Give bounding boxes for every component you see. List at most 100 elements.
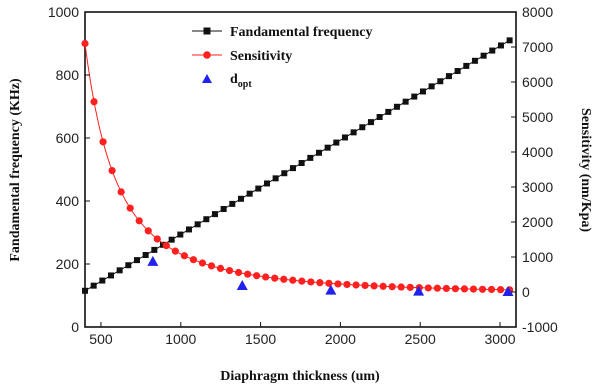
frequency-point	[445, 73, 452, 80]
sensitivity-point	[81, 39, 89, 48]
dopt-point	[325, 284, 337, 295]
frequency-point	[463, 62, 470, 69]
sensitivity-point	[126, 204, 134, 212]
frequency-point	[133, 257, 140, 264]
y-right-tick-label: -1000	[522, 319, 558, 335]
frequency-point	[82, 287, 88, 294]
frequency-point	[359, 124, 366, 131]
y-left-tick-label: 600	[56, 130, 80, 146]
frequency-point	[246, 190, 253, 197]
y-right-tick-label: 2000	[522, 214, 553, 230]
y-left-tick-label: 0	[71, 319, 79, 335]
dopt-point	[236, 280, 248, 291]
y-left-tick-label: 400	[56, 193, 80, 209]
sensitivity-point	[144, 227, 152, 235]
legend-dopt-main: d	[230, 72, 238, 87]
sensitivity-point	[162, 242, 170, 250]
sensitivity-point	[307, 278, 315, 286]
frequency-point	[393, 103, 400, 110]
sensitivity-point	[496, 286, 505, 294]
frequency-point	[194, 221, 201, 228]
frequency-point	[341, 134, 348, 141]
sensitivity-point	[298, 277, 306, 285]
series-layer	[81, 37, 514, 296]
frequency-point	[125, 262, 132, 269]
sensitivity-point	[334, 280, 342, 288]
y-right-tick-label: 7000	[522, 39, 553, 55]
x-axis-title: Diaphragm thickness (um)	[220, 369, 380, 384]
dopt-point	[413, 285, 425, 296]
sensitivity-point	[135, 217, 143, 225]
frequency-point	[255, 185, 262, 192]
x-tick-label: 2000	[325, 331, 356, 347]
sensitivity-point	[361, 281, 369, 290]
sensitivity-point	[280, 275, 288, 283]
y-axis-right-title: Sensitivity (nm/Kpa)	[578, 108, 593, 232]
axes-layer: 500 1000 1500 2000 2500 3000 0 200 400 600 800 1000…	[48, 4, 558, 347]
frequency-point	[281, 170, 288, 177]
x-tick-label: 500	[89, 331, 113, 347]
sensitivity-point	[207, 262, 216, 270]
sensitivity-point	[406, 283, 414, 291]
frequency-point	[185, 226, 192, 233]
y-right-tick-label: 6000	[522, 74, 553, 90]
sensitivity-point	[99, 138, 107, 146]
legend-frequency-label: Fandamental frequency	[230, 25, 372, 40]
frequency-point	[419, 88, 426, 95]
sensitivity-point	[225, 266, 234, 275]
sensitivity-point	[153, 235, 161, 243]
frequency-point	[411, 93, 418, 100]
y-right-tick-label: 3000	[522, 179, 553, 195]
sensitivity-point	[271, 274, 279, 282]
frequency-point	[272, 175, 279, 182]
sensitivity-point	[171, 247, 179, 255]
frequency-point	[376, 114, 383, 121]
sensitivity-point	[108, 166, 116, 175]
y-left-tick-label: 800	[56, 67, 80, 83]
frequency-point	[298, 160, 305, 167]
x-tick-label: 1000	[165, 331, 196, 347]
frequency-point	[480, 52, 487, 59]
frequency-point	[402, 98, 409, 105]
sensitivity-point	[316, 279, 324, 287]
frequency-point	[237, 195, 244, 202]
sensitivity-point	[460, 285, 469, 293]
sensitivity-point	[343, 280, 351, 289]
sensitivity-point	[117, 188, 125, 196]
frequency-line	[84, 39, 510, 292]
frequency-point	[151, 246, 158, 253]
plot-frame	[84, 11, 517, 328]
frequency-point	[142, 252, 149, 258]
frequency-point	[350, 129, 357, 136]
legend-frequency-marker	[203, 27, 211, 35]
frequency-point	[168, 236, 175, 243]
frequency-point	[385, 108, 392, 115]
frequency-point	[99, 277, 106, 284]
legend-sensitivity-marker	[203, 51, 211, 59]
legend-dopt-marker	[202, 74, 212, 83]
sensitivity-point	[216, 264, 225, 272]
frequency-point	[211, 211, 218, 218]
sensitivity-point	[198, 259, 207, 267]
sensitivity-point	[262, 273, 270, 281]
sensitivity-point	[234, 268, 243, 277]
y-right-tick-label: 8000	[522, 4, 553, 20]
frequency-point	[177, 231, 184, 238]
frequency-point	[220, 206, 227, 213]
frequency-point	[497, 42, 504, 49]
sensitivity-point	[478, 285, 487, 293]
frequency-point	[454, 68, 461, 75]
frequency-point	[489, 47, 496, 54]
sensitivity-point	[289, 276, 297, 284]
x-tick-label: 3000	[484, 331, 515, 347]
frequency-point	[203, 216, 210, 223]
sensitivity-point	[189, 256, 198, 264]
y-right-tick-label: 1000	[522, 249, 553, 265]
sensitivity-point	[397, 283, 405, 291]
sensitivity-point	[370, 282, 378, 290]
y-right-tick-label: 0	[522, 284, 530, 300]
legend-dopt-sub: opt	[238, 79, 253, 90]
frequency-point	[107, 272, 114, 279]
x-tick-label: 1500	[245, 331, 276, 347]
